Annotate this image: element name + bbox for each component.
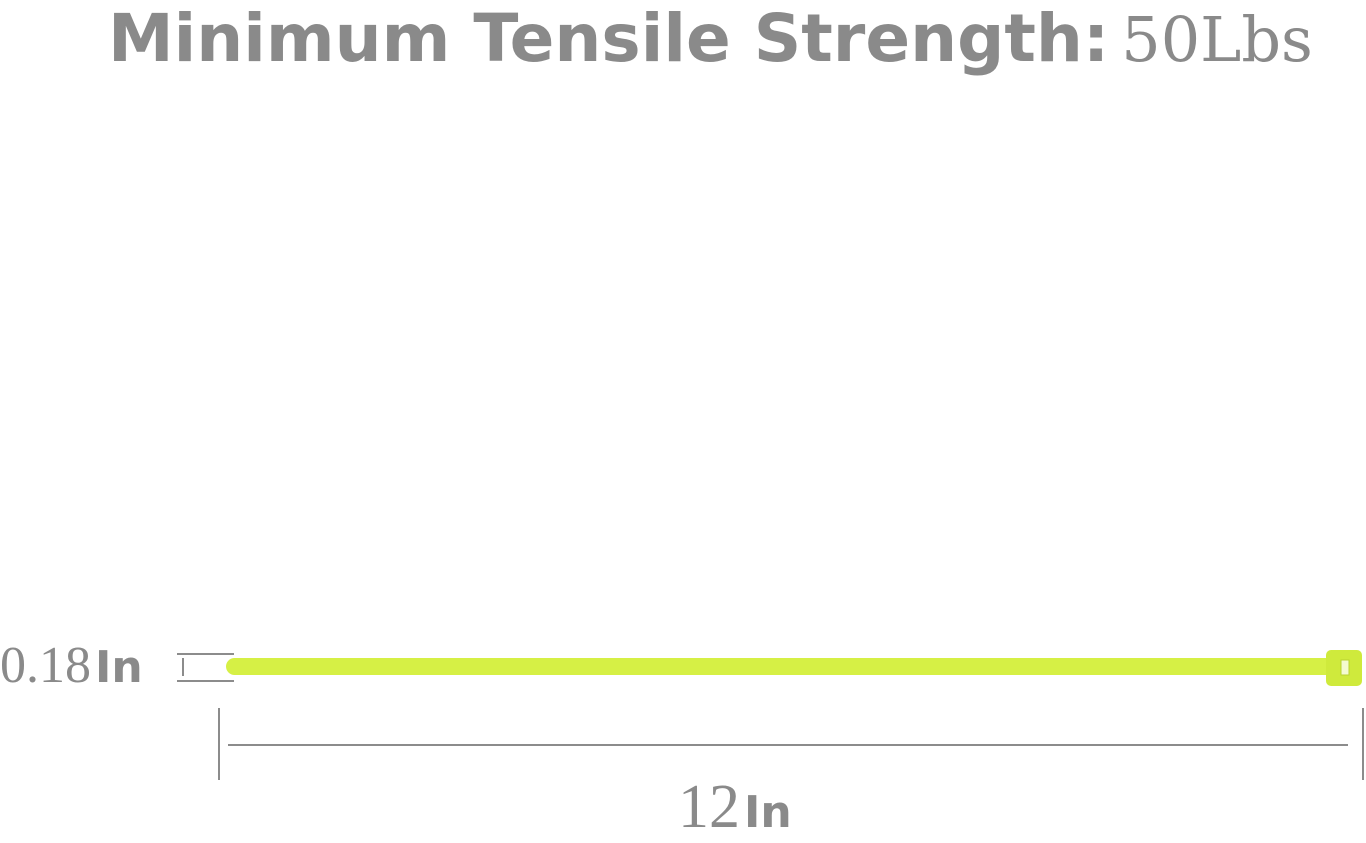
width-bracket-tick [182, 658, 184, 676]
length-left-tick [218, 708, 220, 780]
width-bracket-bottom [177, 680, 234, 682]
title-label: Minimum Tensile Strength: [108, 0, 1110, 77]
width-value: 0.18 [0, 637, 91, 694]
length-dimension-label: 12 In [678, 772, 792, 843]
cable-tie-slot [1340, 659, 1350, 676]
width-unit: In [95, 642, 143, 693]
width-bracket-top [177, 653, 234, 655]
length-value: 12 [678, 773, 740, 841]
length-unit: In [744, 787, 792, 838]
length-right-tick [1362, 708, 1364, 780]
width-dimension-label: 0.18 In [0, 636, 143, 695]
cable-tie-strap [226, 658, 1336, 675]
title-value: 50Lbs [1121, 3, 1313, 76]
page-title: Minimum Tensile Strength: 50Lbs [108, 0, 1313, 85]
length-dimension-line [228, 744, 1348, 746]
